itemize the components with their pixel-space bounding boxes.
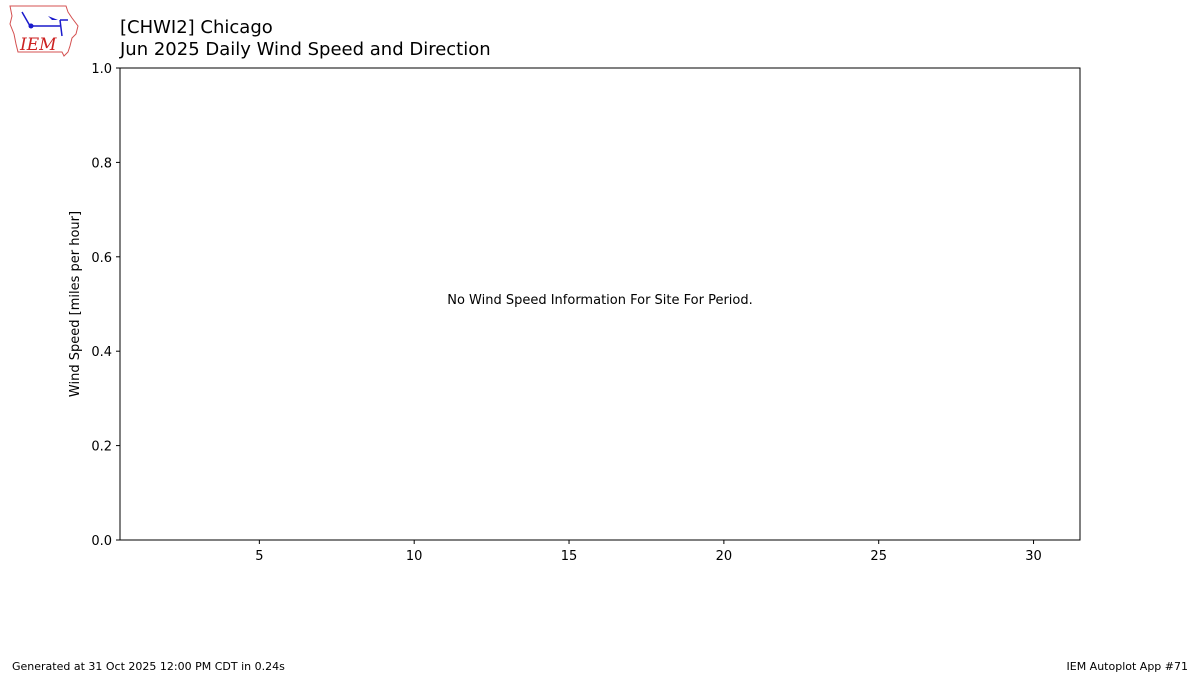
x-tick-label: 10 <box>406 549 423 564</box>
footer-app: IEM Autoplot App #71 <box>1066 660 1189 673</box>
no-data-annotation: No Wind Speed Information For Site For P… <box>447 293 753 308</box>
y-axis-label: Wind Speed [miles per hour] <box>68 211 83 397</box>
y-axis: 0.0 0.2 0.4 0.6 0.8 1.0 <box>91 62 120 549</box>
plot-area <box>119 67 1081 541</box>
chart-subtitle: Jun 2025 Daily Wind Speed and Direction <box>120 39 491 60</box>
y-tick-label: 0.0 <box>91 534 112 549</box>
svg-text:IEM: IEM <box>19 35 57 55</box>
y-tick-label: 0.8 <box>91 156 112 171</box>
y-tick-label: 0.6 <box>91 251 112 266</box>
y-tick-label: 0.4 <box>91 345 112 360</box>
x-tick-label: 15 <box>561 549 578 564</box>
x-tick-label: 5 <box>255 549 263 564</box>
x-tick-label: 25 <box>870 549 887 564</box>
iem-logo: IEM <box>9 5 79 57</box>
y-tick-label: 0.2 <box>91 440 112 455</box>
x-tick-label: 20 <box>716 549 733 564</box>
chart-title: [CHWI2] Chicago <box>120 17 273 38</box>
x-tick-label: 30 <box>1025 549 1042 564</box>
x-axis: 5 10 15 20 25 30 <box>255 540 1042 564</box>
y-tick-label: 1.0 <box>91 62 112 77</box>
footer-generated: Generated at 31 Oct 2025 12:00 PM CDT in… <box>12 660 285 673</box>
